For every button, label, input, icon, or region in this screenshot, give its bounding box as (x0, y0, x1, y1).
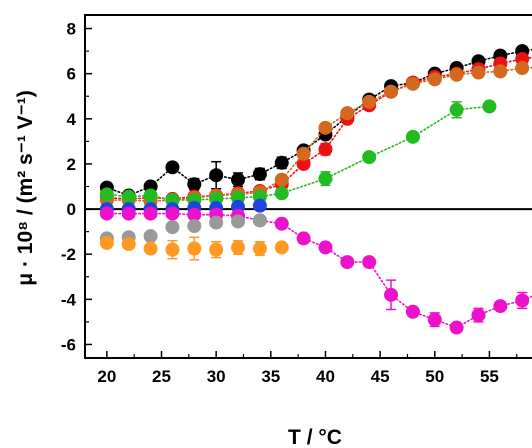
data-point (209, 242, 224, 257)
x-tick-label: 25 (152, 367, 171, 386)
x-tick-label: 55 (480, 367, 499, 386)
data-point (274, 172, 289, 187)
data-point (121, 237, 136, 252)
data-point (187, 241, 202, 256)
data-point (143, 229, 158, 244)
data-point (482, 99, 497, 114)
y-tick-label: 8 (67, 20, 76, 39)
plot-data-layer (85, 44, 532, 335)
data-point (384, 287, 399, 302)
data-point (427, 312, 442, 327)
y-tick-label: -6 (61, 335, 76, 354)
y-tick-label: 2 (67, 155, 76, 174)
data-point (274, 240, 289, 255)
data-point (427, 72, 442, 87)
data-point (252, 198, 267, 213)
data-point (143, 206, 158, 221)
data-point (362, 150, 377, 165)
x-tick-label: 40 (316, 367, 335, 386)
data-point (143, 188, 158, 203)
data-point (318, 142, 333, 157)
data-point (515, 61, 530, 76)
y-axis-title: μ · 10⁸ / (m² s⁻¹ V⁻¹) (14, 90, 37, 285)
data-point (99, 206, 114, 221)
data-point (449, 320, 464, 335)
data-point (231, 172, 246, 187)
y-tick-label: 6 (67, 65, 76, 84)
data-point (143, 241, 158, 256)
data-point (121, 189, 136, 204)
data-point (471, 65, 486, 80)
data-point (99, 235, 114, 250)
data-point (252, 213, 267, 228)
series-1 (99, 44, 532, 203)
data-point (165, 160, 180, 175)
data-point (405, 76, 420, 91)
data-point (274, 216, 289, 231)
x-tick-label: 35 (261, 367, 280, 386)
series-3 (99, 61, 532, 209)
data-point (296, 231, 311, 246)
data-point (405, 129, 420, 144)
data-point (362, 255, 377, 270)
axis-ticks (85, 27, 518, 358)
y-tick-label: 0 (67, 200, 76, 219)
data-point (231, 214, 246, 229)
data-point (187, 207, 202, 222)
data-point (209, 215, 224, 230)
series-6 (99, 206, 532, 335)
data-point (405, 304, 420, 319)
x-tick-label: 50 (425, 367, 444, 386)
data-point (362, 94, 377, 109)
data-point (493, 299, 508, 314)
data-point (187, 218, 202, 233)
data-point (252, 241, 267, 256)
data-point (165, 220, 180, 235)
data-point (318, 171, 333, 186)
data-point (515, 293, 530, 308)
series-8 (99, 235, 289, 261)
data-point (449, 102, 464, 117)
data-point (187, 177, 202, 192)
data-point (121, 206, 136, 221)
data-point (340, 106, 355, 121)
data-point (231, 240, 246, 255)
data-point (274, 186, 289, 201)
y-tick-label: 4 (67, 110, 77, 129)
data-point (493, 64, 508, 79)
data-point (99, 187, 114, 202)
data-point (318, 120, 333, 135)
y-tick-label: -4 (61, 290, 77, 309)
data-point (296, 156, 311, 171)
data-point (340, 255, 355, 270)
data-point (252, 167, 267, 182)
x-tick-label: 20 (97, 367, 116, 386)
data-point (471, 308, 486, 323)
x-tick-label: 30 (207, 367, 226, 386)
data-point (384, 84, 399, 99)
y-tick-label: -2 (61, 245, 76, 264)
data-point (209, 168, 224, 183)
data-point (318, 240, 333, 255)
x-axis-title: T / °C (288, 426, 342, 448)
x-tick-label: 45 (371, 367, 390, 386)
data-point (449, 67, 464, 82)
data-point (165, 206, 180, 221)
data-point (274, 155, 289, 170)
data-point (296, 146, 311, 161)
data-point (165, 242, 180, 257)
